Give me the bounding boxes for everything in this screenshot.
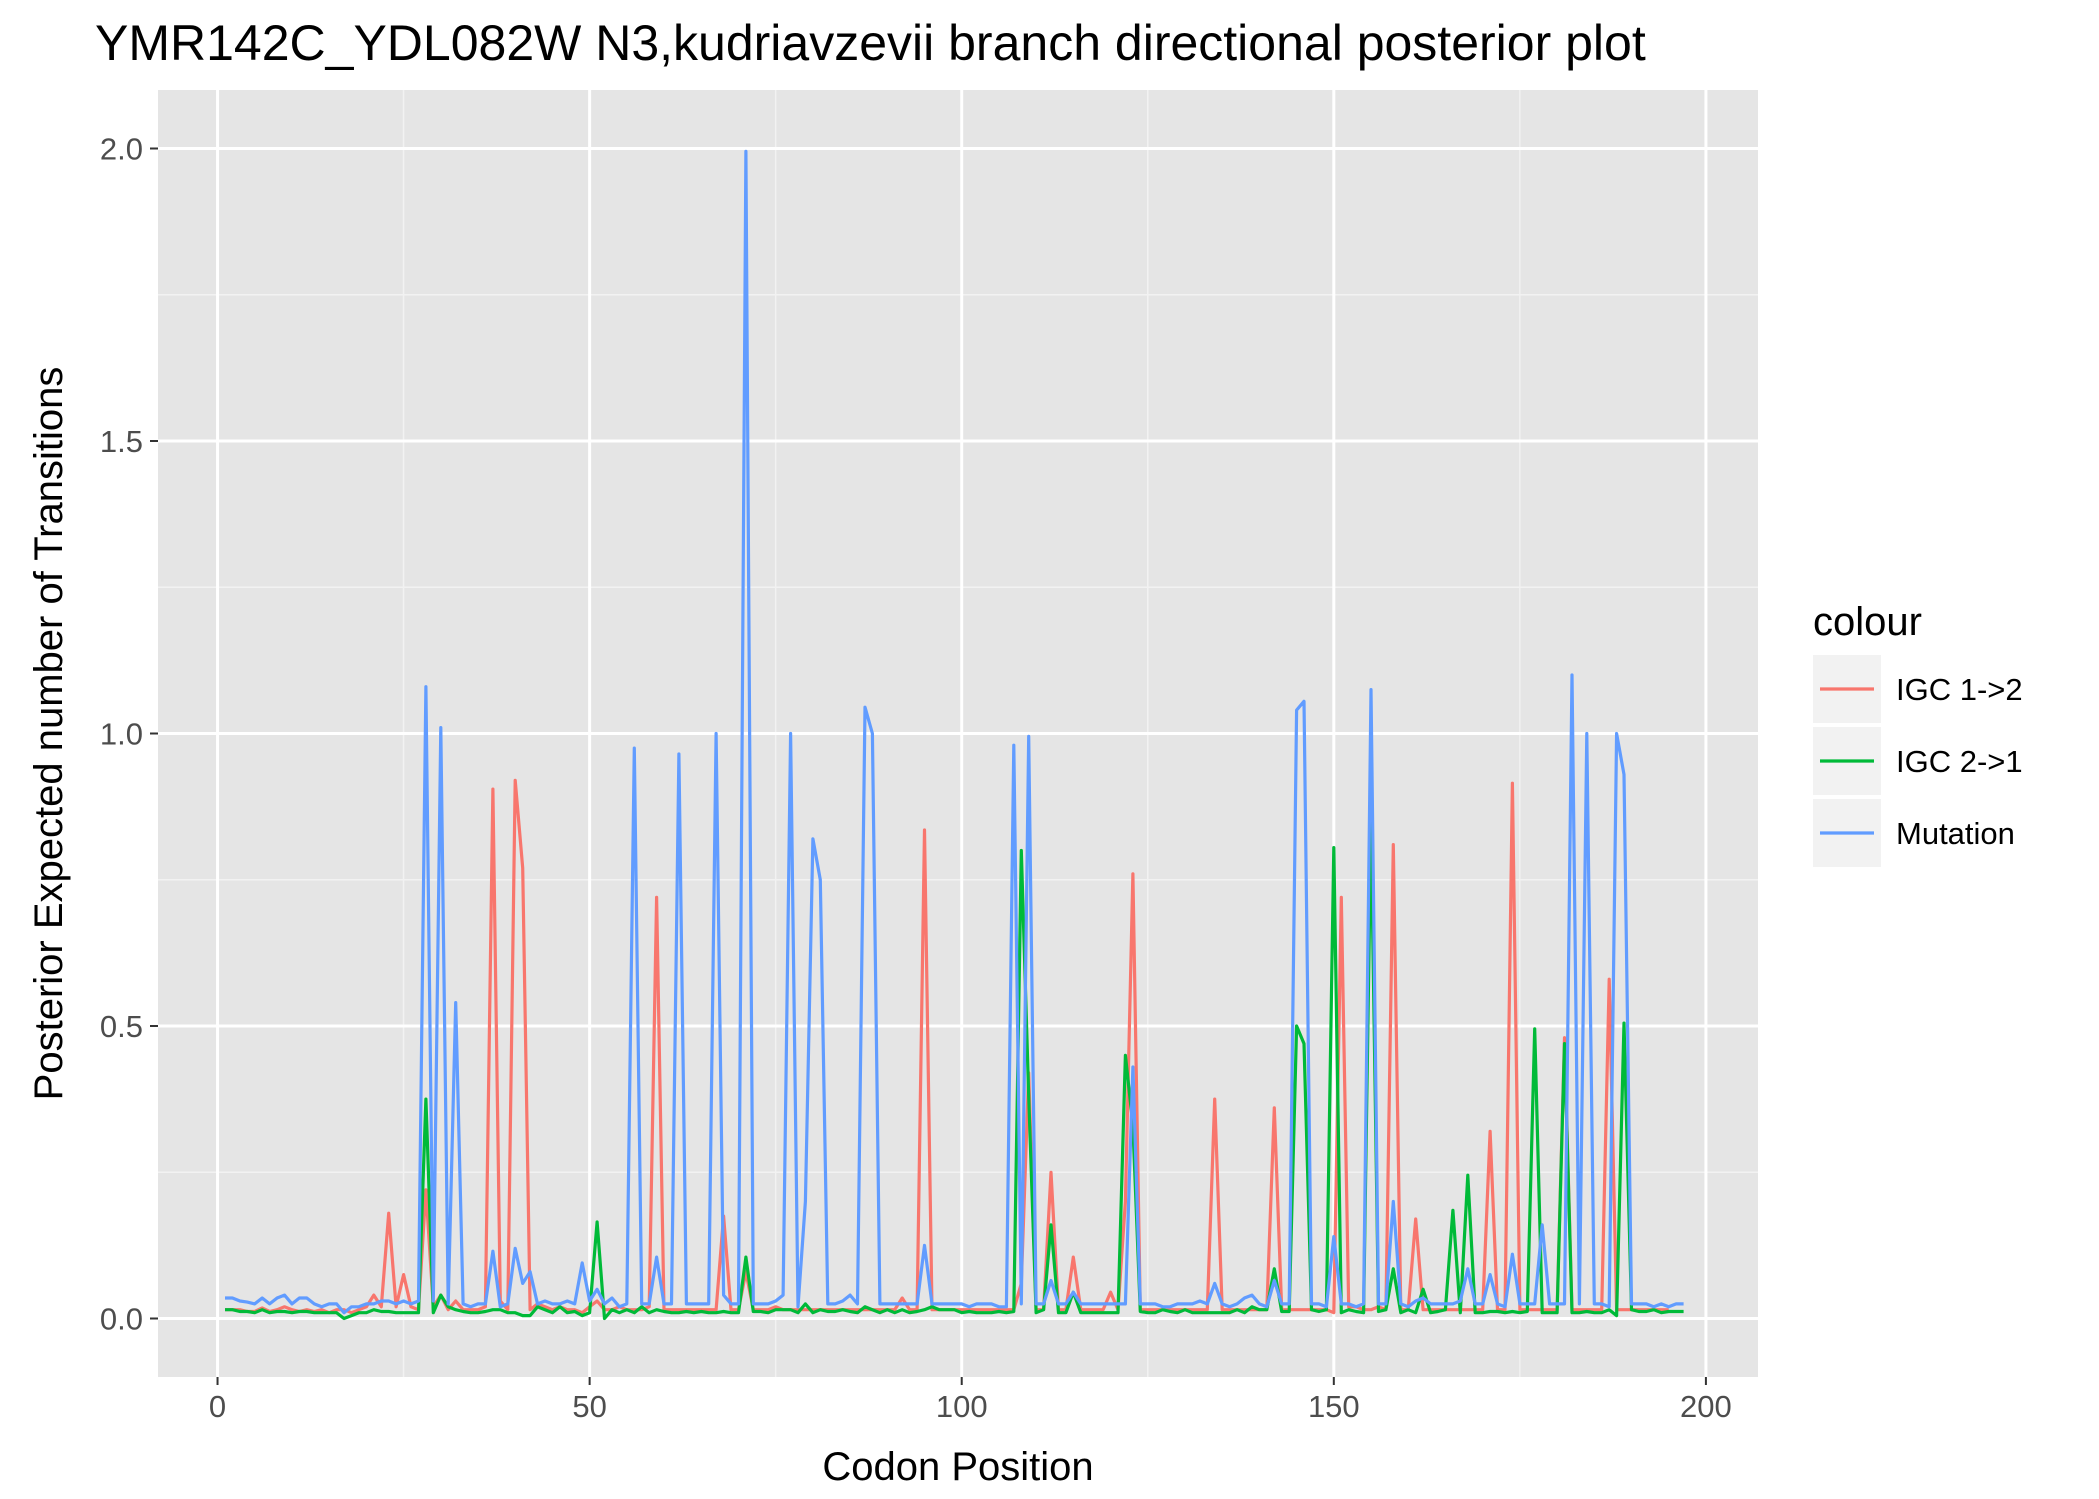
y-tick-label: 1.0 — [100, 717, 143, 752]
x-tick-label: 50 — [572, 1389, 606, 1424]
legend-label-mutation: Mutation — [1896, 816, 2015, 851]
legend-label-igc-2-1: IGC 2->1 — [1896, 744, 2023, 779]
x-tick-label: 0 — [209, 1389, 226, 1424]
legend: colour IGC 1->2 IGC 2->1 Mutation — [1813, 600, 2023, 867]
y-tick-label: 2.0 — [100, 132, 143, 167]
x-axis-ticks: 0 50 100 150 200 — [209, 1377, 1732, 1424]
legend-title: colour — [1813, 600, 1922, 644]
series-line-igc-2-1 — [225, 816, 1684, 1321]
x-tick-label: 100 — [936, 1389, 988, 1424]
series-line-mutation — [225, 149, 1684, 1315]
y-axis-ticks: 0.0 0.5 1.0 1.5 2.0 — [100, 132, 158, 1337]
x-tick-label: 200 — [1680, 1389, 1732, 1424]
y-axis-title: Posterior Expected number of Transitions — [27, 367, 71, 1101]
x-tick-label: 150 — [1308, 1389, 1360, 1424]
y-tick-label: 0.0 — [100, 1302, 143, 1337]
series-lines — [225, 149, 1684, 1321]
legend-label-igc-1-2: IGC 1->2 — [1896, 672, 2023, 707]
chart-title: YMR142C_YDL082W N3,kudriavzevii branch d… — [95, 15, 1646, 71]
x-axis-title: Codon Position — [822, 1445, 1093, 1489]
y-tick-label: 0.5 — [100, 1009, 143, 1044]
y-tick-label: 1.5 — [100, 424, 143, 459]
